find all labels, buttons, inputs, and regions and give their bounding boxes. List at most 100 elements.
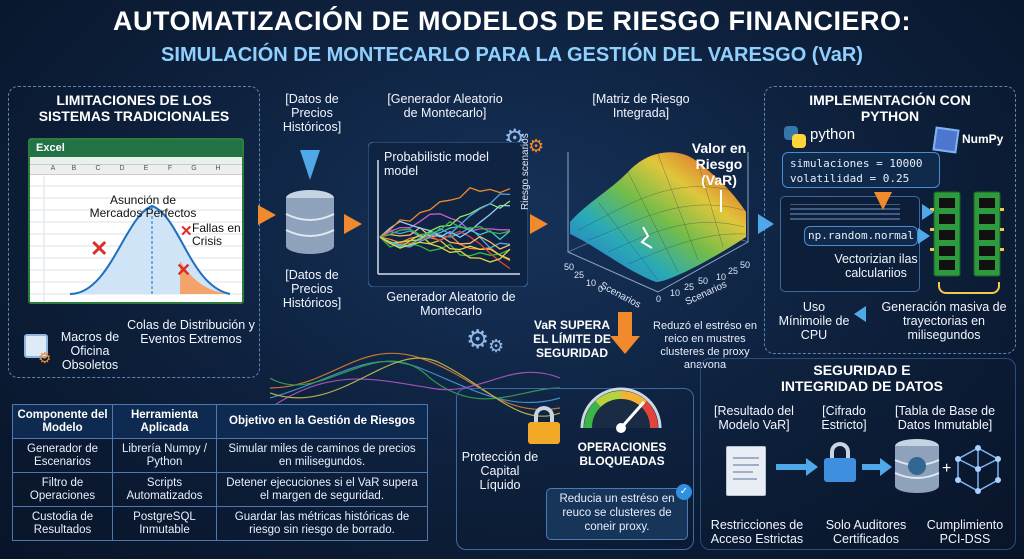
- col-b: B: [71, 165, 77, 172]
- simulation-path: [379, 193, 511, 248]
- simulation-path: [379, 213, 510, 238]
- mass-label: Generación masiva de trayectorias en mil…: [881, 300, 1007, 342]
- generator-top-label: [Generador Aleatorio de Montecarlo]: [387, 92, 503, 120]
- tick-m-10: 10: [670, 288, 681, 298]
- col-h: H: [215, 165, 221, 172]
- code-line-2: volatilidad = 0.25: [790, 172, 910, 185]
- security-label-1: [Resultado del Modelo VaR]: [714, 404, 794, 432]
- col-c: C: [95, 165, 101, 172]
- generator-chart-label: Probabilistic model model: [384, 150, 489, 178]
- table-cell: Librería Numpy / Python: [112, 438, 217, 473]
- security-label-3: [Tabla de Base de Datos Inmutable]: [894, 404, 996, 432]
- network-cube-icon: [955, 445, 1001, 494]
- tick-m-0: 0: [656, 294, 662, 304]
- simulation-path: [379, 204, 511, 239]
- simulation-path: [379, 233, 511, 260]
- blue-arrow-1: [922, 204, 934, 220]
- crisis-label: Fallas en Crisis: [192, 221, 241, 248]
- tick-r-25: 25: [728, 266, 739, 276]
- security-panel: [700, 358, 1016, 550]
- var-label: Valor en Riesgo (VaR): [691, 140, 747, 188]
- tick-l-0: 0: [598, 284, 604, 294]
- check-icon: ✓: [676, 484, 692, 500]
- col-f: F: [167, 165, 173, 172]
- excel-ribbon: [30, 157, 242, 165]
- tick-r-50: 50: [740, 260, 751, 270]
- plus-icon: +: [942, 460, 952, 477]
- orange-down-arrow: [874, 192, 892, 210]
- simulation-path: [379, 226, 511, 250]
- database-icon: [285, 190, 335, 254]
- tick-l-10: 10: [586, 278, 597, 288]
- gear-icon: ⚙: [38, 350, 52, 367]
- implementation-heading: IMPLEMENTACIÓN CON PYTHON: [809, 92, 971, 124]
- code-line-1: simulaciones = 10000: [790, 157, 923, 170]
- flow-arrow-3: [530, 214, 548, 234]
- table-cell: Scripts Automatizados: [112, 472, 217, 507]
- gear-mid-small-icon: ⚙: [488, 336, 505, 356]
- simulation-path: [379, 220, 511, 238]
- flow-arrow-1: [258, 205, 276, 225]
- simulation-path: [379, 230, 511, 270]
- python-label: python: [810, 126, 856, 143]
- excel-titlebar: Excel: [30, 140, 242, 157]
- security-arrow-1-head: [806, 458, 818, 476]
- assumption-label: Asunción de Mercados Perfectos: [89, 193, 197, 220]
- code-call: np.random.normal: [804, 226, 918, 246]
- excel-column-headers: A B C D E F G H: [30, 165, 242, 175]
- matrix-top-label: [Matriz de Riesgo Integrada]: [592, 92, 690, 120]
- tick-l-50: 50: [564, 262, 575, 272]
- components-table: Componente del Modelo Herramienta Aplica…: [12, 404, 428, 541]
- table-cell: Filtro de Operaciones: [12, 472, 113, 507]
- table-row: Custodia de Resultados PostgreSQL Inmuta…: [12, 506, 428, 541]
- cpu-label: Uso Mínimoile de CPU: [778, 300, 850, 342]
- protection-label: Protección de Capital Líquido: [461, 450, 539, 492]
- note-bottom: Reducia un estréso en reuco se clusteres…: [559, 493, 675, 533]
- down-arrow-gauge-head: [610, 336, 640, 354]
- tick-m-25: 25: [684, 282, 695, 292]
- tick-r-10: 10: [716, 272, 727, 282]
- simulation-path: [379, 187, 511, 238]
- table-row: Generador de Escenarios Librería Numpy /…: [12, 438, 428, 473]
- axis-y-label: Riesgo scenarios: [520, 133, 531, 210]
- macros-label: Macros de Oficina Obsoletos: [60, 330, 120, 372]
- table-cell: Simular miles de caminos de precios en m…: [216, 438, 428, 473]
- gears-mid-icon: ⚙: [466, 324, 490, 354]
- table-header-tool: Herramienta Aplicada: [112, 404, 217, 439]
- ram-chip-icon: [930, 191, 1004, 277]
- table-header-row: Componente del Modelo Herramienta Aplica…: [12, 404, 428, 439]
- gear-small-icon: ⚙: [528, 136, 545, 156]
- table-cell: Guardar las métricas históricas de riesg…: [216, 506, 428, 541]
- simulation-path: [379, 236, 511, 263]
- table-header-objective: Objetivo en la Gestión de Riesgos: [216, 404, 428, 439]
- gauge-icon: [580, 387, 662, 433]
- security-bottom-3: Cumplimiento PCI-DSS: [926, 518, 1004, 546]
- postgres-db-icon: [894, 439, 940, 493]
- col-a: A: [50, 165, 56, 172]
- down-arrow-gauge: [618, 312, 632, 338]
- security-arrow-2: [862, 464, 884, 470]
- python-logo-icon: [784, 126, 806, 148]
- generator-bottom-label: Generador Aleatorio de Montecarlo: [386, 290, 516, 318]
- decorative-waves: [270, 352, 560, 417]
- vectorize-label: Vectorizian ilas calculariios: [834, 252, 918, 280]
- lock-blue-icon: [824, 442, 856, 482]
- x-mark-left-icon: ✕: [90, 236, 109, 261]
- down-arrow-icon: [300, 150, 320, 180]
- col-d: D: [119, 165, 125, 172]
- numpy-label: NumPy: [962, 132, 1004, 146]
- code-stripes: [790, 204, 900, 220]
- security-bottom-1: Restricciones de Acceso Estrictas: [710, 518, 804, 546]
- security-label-2: [Cifrado Estricto]: [821, 404, 867, 432]
- lock-orange-icon: [528, 406, 560, 444]
- table-cell: Detener ejecuciones si el VaR supera el …: [216, 472, 428, 507]
- limitations-panel: [8, 86, 260, 378]
- blue-arrow-4: [758, 214, 774, 234]
- excel-window: Excel A B C D E F G H Asunción de Mercad…: [28, 138, 244, 304]
- col-e: E: [143, 165, 149, 172]
- montecarlo-chart: [368, 142, 528, 287]
- code-block: [782, 152, 940, 188]
- safety-panel: [456, 388, 694, 550]
- blocked-label: OPERACIONES BLOQUEADAS: [577, 440, 667, 468]
- numpy-logo-icon: [932, 126, 960, 154]
